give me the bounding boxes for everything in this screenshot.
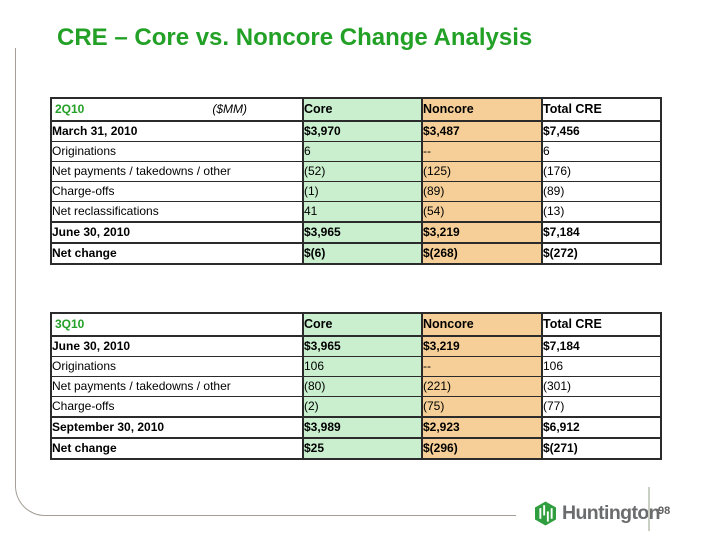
- row-label: Net change: [50, 437, 304, 460]
- total-value: (13): [541, 201, 662, 223]
- core-value: $3,989: [302, 416, 423, 439]
- core-value: (80): [302, 376, 423, 397]
- row-label: June 30, 2010: [50, 335, 304, 357]
- core-value: (2): [302, 396, 423, 418]
- table-header-row: 2Q10 ($MM) Core Noncore Total CRE: [50, 97, 662, 122]
- total-value: 6: [541, 141, 662, 162]
- table-row: Net payments / takedowns / other (52) (1…: [50, 161, 662, 182]
- total-cre-column-header: Total CRE: [541, 312, 662, 337]
- table-row: Originations 106 -- 106: [50, 356, 662, 377]
- noncore-value: $2,923: [421, 416, 543, 439]
- total-value: $(272): [541, 242, 662, 265]
- core-value: 6: [302, 141, 423, 162]
- unit-label: ($MM): [212, 102, 247, 117]
- page-title: CRE – Core vs. Noncore Change Analysis: [57, 24, 533, 51]
- core-value: (1): [302, 181, 423, 202]
- footer-separator-line: [648, 487, 650, 531]
- core-value: $3,970: [302, 120, 423, 142]
- huntington-hexagon-icon: [535, 501, 556, 526]
- row-label: September 30, 2010: [50, 416, 304, 439]
- total-value: (301): [541, 376, 662, 397]
- total-value: (89): [541, 181, 662, 202]
- table-row: March 31, 2010 $3,970 $3,487 $7,456: [50, 120, 662, 142]
- noncore-value: (89): [421, 181, 543, 202]
- decorative-frame-line: [15, 48, 516, 516]
- core-column-header: Core: [302, 97, 423, 122]
- table-row: September 30, 2010 $3,989 $2,923 $6,912: [50, 416, 662, 439]
- row-label: June 30, 2010: [50, 221, 304, 244]
- core-value: $3,965: [302, 221, 423, 244]
- row-label: Originations: [50, 356, 304, 377]
- table-row: Charge-offs (1) (89) (89): [50, 181, 662, 202]
- noncore-value: (221): [421, 376, 543, 397]
- noncore-value: $3,219: [421, 335, 543, 357]
- table-row: Originations 6 -- 6: [50, 141, 662, 162]
- core-value: $(6): [302, 242, 423, 265]
- table-row: Net change $25 $(296) $(271): [50, 437, 662, 460]
- table-2q10: 2Q10 ($MM) Core Noncore Total CRE March …: [50, 97, 662, 265]
- total-value: (77): [541, 396, 662, 418]
- row-label: Originations: [50, 141, 304, 162]
- row-label: Net payments / takedowns / other: [50, 376, 304, 397]
- noncore-column-header: Noncore: [421, 97, 543, 122]
- total-value: $(271): [541, 437, 662, 460]
- noncore-value: $(296): [421, 437, 543, 460]
- noncore-value: $3,219: [421, 221, 543, 244]
- huntington-logo: Huntington: [534, 501, 661, 526]
- noncore-value: --: [421, 356, 543, 377]
- noncore-value: --: [421, 141, 543, 162]
- table-row: Net reclassifications 41 (54) (13): [50, 201, 662, 223]
- noncore-value: (125): [421, 161, 543, 182]
- quarter-label: 2Q10: [55, 102, 85, 117]
- total-cre-column-header: Total CRE: [541, 97, 662, 122]
- total-value: (176): [541, 161, 662, 182]
- core-value: $25: [302, 437, 423, 460]
- total-value: $7,456: [541, 120, 662, 142]
- row-label: Net change: [50, 242, 304, 265]
- core-value: $3,965: [302, 335, 423, 357]
- quarter-header-cell: 3Q10: [50, 312, 304, 337]
- row-label: Charge-offs: [50, 396, 304, 418]
- noncore-value: $(268): [421, 242, 543, 265]
- core-value: 106: [302, 356, 423, 377]
- page-number: 98: [658, 505, 671, 517]
- total-value: $6,912: [541, 416, 662, 439]
- table-row: Net change $(6) $(268) $(272): [50, 242, 662, 265]
- core-value: 41: [302, 201, 423, 223]
- row-label: Net payments / takedowns / other: [50, 161, 304, 182]
- quarter-label: 3Q10: [55, 317, 85, 332]
- noncore-column-header: Noncore: [421, 312, 543, 337]
- table-header-row: 3Q10 Core Noncore Total CRE: [50, 312, 662, 337]
- total-value: $7,184: [541, 335, 662, 357]
- total-value: 106: [541, 356, 662, 377]
- noncore-value: $3,487: [421, 120, 543, 142]
- core-value: (52): [302, 161, 423, 182]
- core-column-header: Core: [302, 312, 423, 337]
- huntington-wordmark: Huntington: [562, 502, 661, 524]
- table-row: June 30, 2010 $3,965 $3,219 $7,184: [50, 221, 662, 244]
- row-label: Net reclassifications: [50, 201, 304, 223]
- noncore-value: (54): [421, 201, 543, 223]
- total-value: $7,184: [541, 221, 662, 244]
- table-row: Net payments / takedowns / other (80) (2…: [50, 376, 662, 397]
- noncore-value: (75): [421, 396, 543, 418]
- table-3q10: 3Q10 Core Noncore Total CRE June 30, 201…: [50, 312, 662, 460]
- quarter-header-cell: 2Q10 ($MM): [50, 97, 304, 122]
- row-label: Charge-offs: [50, 181, 304, 202]
- table-row: Charge-offs (2) (75) (77): [50, 396, 662, 418]
- table-row: June 30, 2010 $3,965 $3,219 $7,184: [50, 335, 662, 357]
- row-label: March 31, 2010: [50, 120, 304, 142]
